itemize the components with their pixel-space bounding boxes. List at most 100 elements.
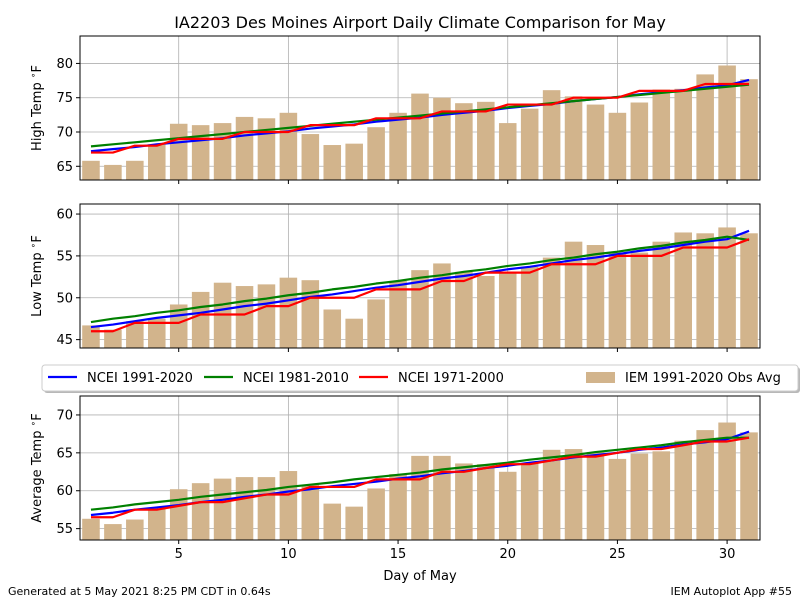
bar-day-20 bbox=[498, 471, 517, 540]
legend-label: NCEI 1981-2010 bbox=[243, 371, 349, 386]
bar-day-7 bbox=[213, 478, 232, 540]
bar-day-1 bbox=[82, 325, 100, 348]
x-tick-label: 30 bbox=[719, 547, 736, 562]
panel-frame bbox=[79, 35, 761, 181]
bar-day-22 bbox=[542, 257, 561, 348]
footer-generated: Generated at 5 May 2021 8:25 PM CDT in 0… bbox=[8, 585, 271, 598]
bar-day-6 bbox=[191, 483, 210, 540]
bar-day-10 bbox=[279, 112, 298, 180]
bar-day-23 bbox=[564, 241, 583, 348]
bar-day-9 bbox=[257, 118, 276, 180]
bar-day-24 bbox=[586, 245, 605, 348]
bar-day-14 bbox=[367, 299, 385, 348]
bar-day-20 bbox=[498, 123, 517, 180]
bar-day-19 bbox=[477, 101, 495, 180]
bar-day-13 bbox=[345, 318, 363, 348]
bar-day-26 bbox=[630, 102, 649, 180]
x-tick-label: 25 bbox=[609, 547, 626, 562]
footer-app: IEM Autoplot App #55 bbox=[671, 585, 793, 598]
bar-day-26 bbox=[630, 252, 649, 348]
bar-day-2 bbox=[104, 329, 122, 348]
panel-frame bbox=[79, 395, 761, 541]
bar-day-5 bbox=[169, 123, 188, 180]
y-tick-label: 55 bbox=[56, 249, 73, 264]
line-ncei-1981-2010 bbox=[90, 235, 750, 324]
bar-day-18 bbox=[455, 103, 473, 180]
bar-day-11 bbox=[301, 484, 320, 540]
bar-day-10 bbox=[279, 471, 298, 540]
bar-day-28 bbox=[674, 88, 692, 180]
bar-day-4 bbox=[148, 508, 166, 540]
line-ncei-1971-2000 bbox=[90, 238, 750, 333]
bar-day-29 bbox=[696, 233, 714, 348]
legend-box bbox=[41, 364, 799, 392]
bar-day-30 bbox=[718, 227, 736, 348]
bar-day-23 bbox=[564, 449, 583, 540]
bars-obs-avg bbox=[82, 422, 758, 540]
x-tick-label: 20 bbox=[499, 547, 516, 562]
bar-day-3 bbox=[126, 321, 144, 348]
bar-day-31 bbox=[740, 233, 758, 348]
bar-day-27 bbox=[652, 89, 671, 180]
bar-day-13 bbox=[345, 506, 363, 540]
line-ncei-1971-2000 bbox=[90, 436, 750, 519]
line-ncei-1991-2020 bbox=[90, 229, 750, 329]
bar-day-25 bbox=[608, 112, 627, 180]
x-tick-label: 10 bbox=[280, 547, 297, 562]
bar-day-6 bbox=[191, 125, 210, 180]
bars-obs-avg bbox=[82, 65, 758, 180]
bar-day-12 bbox=[323, 145, 342, 180]
bar-day-4 bbox=[148, 144, 166, 180]
chart-title: IA2203 Des Moines Airport Daily Climate … bbox=[174, 13, 666, 32]
bar-day-29 bbox=[696, 74, 714, 180]
y-tick-label: 60 bbox=[56, 208, 73, 223]
bar-day-17 bbox=[433, 263, 451, 348]
bar-day-21 bbox=[520, 463, 539, 540]
bar-day-13 bbox=[345, 143, 363, 180]
bar-day-15 bbox=[389, 281, 407, 348]
series-lines bbox=[90, 430, 750, 519]
line-ncei-1971-2000 bbox=[90, 82, 750, 154]
y-tick-label: 65 bbox=[56, 446, 73, 461]
y-tick-label: 55 bbox=[56, 522, 73, 537]
bar-day-3 bbox=[126, 160, 144, 180]
bar-day-14 bbox=[367, 127, 385, 180]
bar-day-16 bbox=[411, 93, 429, 180]
bar-day-25 bbox=[608, 458, 627, 540]
bar-day-2 bbox=[104, 524, 122, 540]
legend-label: IEM 1991-2020 Obs Avg bbox=[625, 371, 781, 386]
x-tick-label: 15 bbox=[390, 547, 407, 562]
panel-3: 55 60 65 70 5 10 15 20 25 30 Average Temp ∘F Day of… bbox=[29, 395, 761, 584]
y-tick-label: 50 bbox=[56, 291, 73, 306]
bar-day-16 bbox=[411, 455, 429, 540]
bar-day-21 bbox=[520, 266, 539, 348]
bar-day-14 bbox=[367, 488, 385, 540]
bar-day-17 bbox=[433, 455, 451, 540]
y-tick-label: 70 bbox=[56, 126, 73, 141]
bar-day-15 bbox=[389, 112, 407, 180]
y-axis-label: Low Temp ∘F bbox=[29, 235, 45, 317]
legend: NCEI 1991-2020 NCEI 1981-2010 NCEI 1971-20… bbox=[41, 364, 800, 393]
bar-day-11 bbox=[301, 134, 320, 180]
bar-day-31 bbox=[740, 79, 758, 180]
bar-day-8 bbox=[235, 286, 254, 348]
series-lines bbox=[90, 78, 750, 154]
y-tick-label: 80 bbox=[56, 57, 73, 72]
bar-day-8 bbox=[235, 477, 254, 540]
bar-day-18 bbox=[455, 271, 473, 348]
bar-day-27 bbox=[652, 451, 671, 540]
y-axis-label: High Temp ∘F bbox=[29, 65, 45, 151]
y-tick-label: 60 bbox=[56, 484, 73, 499]
legend-label: NCEI 1991-2020 bbox=[87, 371, 193, 386]
line-ncei-1981-2010 bbox=[90, 436, 750, 511]
legend-label: NCEI 1971-2000 bbox=[398, 371, 504, 386]
bar-day-19 bbox=[477, 464, 495, 540]
legend-swatch-bar bbox=[586, 372, 615, 383]
bar-day-11 bbox=[301, 280, 320, 348]
bar-day-22 bbox=[542, 90, 561, 180]
bar-day-17 bbox=[433, 97, 451, 180]
bar-day-5 bbox=[169, 489, 188, 540]
bar-day-1 bbox=[82, 518, 100, 540]
bar-day-19 bbox=[477, 276, 495, 348]
